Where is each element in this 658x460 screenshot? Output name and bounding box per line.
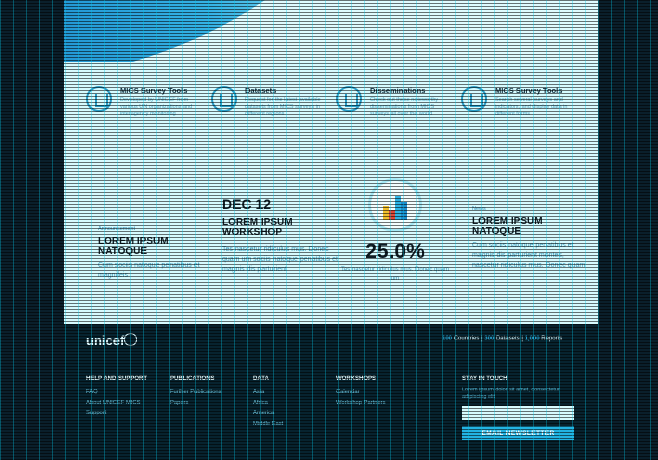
footer-heading: STAY IN TOUCH [462,376,508,382]
news-text: Cum sociis natoque penatibus et magnis d… [472,242,586,269]
bar-chart-icon [368,178,422,232]
footer-heading: HELP AND SUPPORT [86,376,148,382]
event-date: DEC 12 [222,196,272,212]
tool-title: Datasets [245,86,277,95]
stat-label[interactable]: Reports [541,336,563,342]
chart-icon [461,86,487,112]
book-icon [336,86,362,112]
footer-link[interactable]: Middle East [253,420,284,427]
footer-heading: DATA [253,376,269,382]
event-card[interactable]: DEC 12 LOREM IPSUM WORKSHOP Tes nascetur… [222,196,342,275]
main-panel: MICS Survey Tools Developed by UNICEF fr… [64,0,598,324]
stat-value: 25.0% [365,240,425,263]
stat-number: 100 [442,336,453,342]
footer-link[interactable]: About UNICEF MICS [86,399,141,406]
announcement-card[interactable]: Announcement LOREM IPSUM NATOQUE Cum soc… [98,226,208,281]
footer: unicef 100 Countries | 300 Datasets | 1,… [64,324,598,460]
newsletter-signup: STAY IN TOUCH Lorem ipsum dolor sit amet… [462,376,574,440]
event-title: LOREM IPSUM WORKSHOP [222,217,293,238]
footer-link[interactable]: Further Publications [170,389,222,395]
book-icon [211,86,237,112]
event-text: Tes nascetur ridiculus mus. Donec quam u… [222,246,338,273]
hero-banner [64,0,598,62]
chart-bar [395,196,401,220]
footer-column-data: DATA Asia Africa America Middle East [253,376,333,429]
tool-mics-survey-tools[interactable]: MICS Survey Tools Developed by UNICEF fr… [86,86,206,122]
unicef-logo[interactable]: unicef [86,333,125,348]
announcement-title: LOREM IPSUM NATOQUE [98,236,169,257]
tool-description: Search several surveys and indicators, a… [495,97,568,117]
tool-description: Check out these noteworthy dissemination… [370,97,439,117]
tool-description: Request for the latest available dataset… [245,97,321,117]
globe-icon [124,333,137,346]
tool-mics-survey-tools-search[interactable]: MICS Survey Tools Search several surveys… [461,86,581,122]
tool-title: MICS Survey Tools [120,86,188,95]
footer-link[interactable]: Workshop Partners [336,399,386,406]
stat-number: 300 [484,336,495,342]
footer-link[interactable]: Calendar [336,389,360,395]
tool-description: Developed by UNICEF from various UN orga… [120,97,193,117]
announcement-text: Cum sociis natoque penatibus et magnifei… [98,262,200,279]
chart-bar [401,202,407,220]
footer-link[interactable]: Asia [253,389,265,395]
news-title: LOREM IPSUM NATOQUE [472,216,543,237]
footer-link[interactable]: America [253,410,275,416]
footer-column-help: HELP AND SUPPORT FAQ About UNICEF MICS S… [86,376,166,419]
tools-row: MICS Survey Tools Developed by UNICEF fr… [86,86,586,122]
chart-bar [389,210,395,220]
footer-link[interactable]: Africa [253,399,268,406]
stat-text: Tes nascetur ridiculus mus. Donec quam u… [340,267,450,282]
footer-heading: PUBLICATIONS [170,376,215,382]
stat-label[interactable]: Countries [453,336,480,342]
announcement-label: Announcement [98,226,135,232]
footer-link[interactable]: Papers [170,399,189,406]
footer-stats: 100 Countries | 300 Datasets | 1,000 Rep… [442,336,563,342]
book-icon [86,86,112,112]
news-card[interactable]: News LOREM IPSUM NATOQUE Cum sociis nato… [472,206,592,271]
news-label: News [472,206,486,212]
tool-datasets[interactable]: Datasets Request for the latest availabl… [211,86,331,122]
footer-heading: WORKSHOPS [336,376,377,382]
email-newsletter-button[interactable]: EMAIL NEWSLETTER [462,426,574,440]
footer-link[interactable]: FAQ [86,389,98,395]
tool-title: Disseminations [370,86,426,95]
email-input[interactable] [462,406,574,420]
footer-column-workshops: WORKSHOPS Calendar Workshop Partners [336,376,416,408]
stat-label[interactable]: Datasets [495,336,520,342]
footer-column-publications: PUBLICATIONS Further Publications Papers [170,376,250,408]
chart-bar [383,206,389,220]
tool-disseminations[interactable]: Disseminations Check out these noteworth… [336,86,456,122]
hero-swoosh [64,0,375,62]
newsletter-text: Lorem ipsum dolor sit amet, consectetur … [462,387,560,400]
stat-number: 1,000 [524,336,540,342]
footer-link[interactable]: Support [86,410,107,416]
tool-title: MICS Survey Tools [495,86,563,95]
